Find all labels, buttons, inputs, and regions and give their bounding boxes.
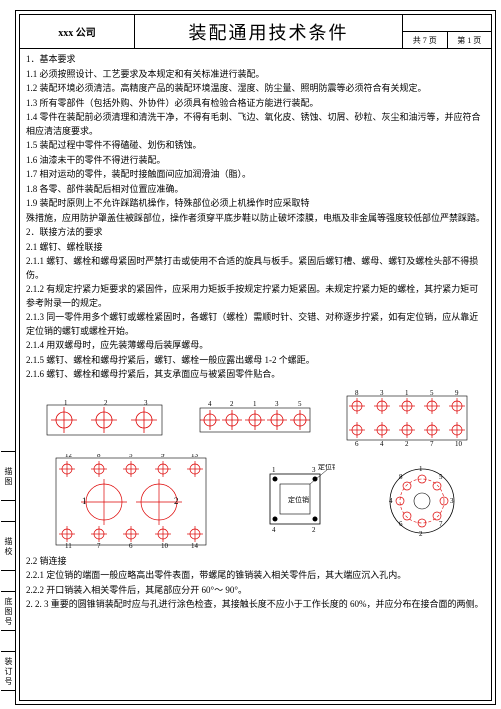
svg-text:2: 2 (312, 526, 316, 534)
side-label-b: 描 校 (1, 521, 16, 571)
svg-text:2: 2 (104, 399, 108, 407)
svg-text:9: 9 (455, 389, 459, 397)
svg-text:2: 2 (230, 400, 234, 408)
pin-label: 定位销 (288, 495, 309, 504)
svg-text:6: 6 (129, 542, 133, 549)
clause-1-2: 1.2 装配环境必须清洁。高精度产品的装配环境温度、湿度、防尘量、照明防震等必须… (26, 82, 485, 96)
clause-2-1: 2.1 螺钉、螺栓联接 (26, 241, 485, 255)
svg-text:8: 8 (355, 389, 359, 397)
svg-text:1: 1 (272, 466, 276, 474)
company-name: xxx 公司 (20, 15, 135, 48)
svg-text:10: 10 (455, 440, 463, 448)
svg-text:14: 14 (191, 542, 199, 549)
svg-text:3: 3 (312, 466, 316, 474)
clause-2-2-1: 2.2.1 定位销的端面一般应略高出零件表面，带螺尾的锥销装入相关零件后，其大端… (26, 569, 485, 583)
clause-1-4: 1.4 零件在装配前必须清理和清洗干净，不得有毛刺、飞边、氧化皮、锈蚀、切屑、砂… (26, 111, 485, 138)
clause-1-1: 1.1 必须按照设计、工艺要求及本规定和有关标准进行装配。 (26, 68, 485, 82)
side-label-c: 底 图 号 (1, 591, 16, 631)
svg-text:6: 6 (355, 440, 359, 448)
svg-text:2: 2 (405, 440, 409, 448)
svg-text:7: 7 (97, 542, 101, 549)
svg-text:5: 5 (298, 400, 302, 408)
svg-text:8: 8 (399, 473, 403, 481)
svg-text:4: 4 (208, 400, 212, 408)
clause-1-5: 1.5 装配过程中零件不得磕碰、划伤和锈蚀。 (26, 139, 485, 153)
figure-row-1: 1 2 3 4 2 1 3 5 (26, 388, 485, 448)
side-margin: 描 图 描 校 底 图 号 装 订 号 (1, 11, 16, 706)
clause-2-1-6: 2.1.6 螺钉、螺栓和螺母拧紧后，其支承面应与被紧固零件贴合。 (26, 368, 485, 382)
clause-1-8: 1.8 各零、部件装配后相对位置应准确。 (26, 183, 485, 197)
side-label-a: 描 图 (1, 451, 16, 501)
document-body: 1．基本要求 1.1 必须按照设计、工艺要求及本规定和有关标准进行装配。 1.2… (20, 49, 491, 617)
clause-1-6: 1.6 油漆未干的零件不得进行装配。 (26, 154, 485, 168)
svg-text:2: 2 (419, 530, 423, 538)
clause-2-1-4: 2.1.4 用双螺母时，应先装薄螺母后装厚螺母。 (26, 339, 485, 353)
svg-text:1: 1 (405, 389, 409, 397)
svg-text:5: 5 (430, 389, 434, 397)
clause-1-3: 1.3 所有零部件（包括外购、外协件）必须具有检验合格证方能进行装配。 (26, 97, 485, 111)
clause-1-9b: 殊措施，应用防护罩盖住被踩部位，操作者须穿平底步鞋以防止破坏漆膜，电瓶及非金属等… (26, 212, 485, 226)
bolt-pattern-square: 1 3 4 2 定位销 定位销 (260, 464, 335, 539)
svg-text:9: 9 (161, 454, 165, 459)
clause-2-2-2: 2.2.2 开口销装入相关零件后，其尾部应分开 60°～ 90°。 (26, 584, 485, 598)
doc-title: 装配通用技术条件 (135, 15, 403, 48)
svg-text:6: 6 (399, 520, 403, 528)
bolt-pattern-large: 1285913 12 11761014 (49, 454, 214, 549)
svg-text:4: 4 (380, 440, 384, 448)
clause-2-1-1: 2.1.1 螺钉、螺栓和螺母紧固时严禁打击或使用不合适的旋具与板手。紧固后螺钉槽… (26, 255, 485, 282)
section-2: 2．联接方法的要求 (26, 226, 485, 240)
svg-text:5: 5 (129, 454, 133, 459)
svg-text:1: 1 (253, 400, 257, 408)
svg-text:1: 1 (419, 465, 423, 473)
figure-row-2: 1285913 12 11761014 13 42 定位销 (26, 454, 485, 549)
svg-text:8: 8 (97, 454, 101, 459)
svg-text:12: 12 (65, 454, 73, 459)
svg-text:5: 5 (439, 473, 443, 481)
svg-text:4: 4 (389, 497, 393, 505)
svg-text:3: 3 (450, 497, 454, 505)
svg-text:13: 13 (191, 454, 199, 459)
svg-text:3: 3 (144, 399, 148, 407)
header: xxx 公司 装配通用技术条件 共 7 页 第 1 页 (20, 15, 491, 49)
svg-text:10: 10 (161, 542, 169, 549)
bolt-pattern-5x1: 4 2 1 3 5 (195, 395, 315, 440)
clause-2-2: 2.2 销连接 (26, 555, 485, 569)
page-number: 第 1 页 (448, 32, 492, 48)
bolt-pattern-flange: 1 5 3 7 2 6 4 8 (382, 461, 462, 541)
side-label-d: 装 订 号 (1, 651, 16, 691)
svg-text:7: 7 (430, 440, 434, 448)
clause-1-9: 1.9 装配时原则上不允许踩踏机操作，特殊部位必须上机操作时应采取特 (26, 197, 485, 211)
svg-text:11: 11 (65, 542, 72, 549)
svg-text:7: 7 (439, 520, 443, 528)
clause-2-1-5: 2.1.5 螺钉、螺栓和螺母拧紧后，螺钉、螺栓一般应露出螺母 1-2 个螺距。 (26, 354, 485, 368)
svg-text:2: 2 (174, 496, 179, 506)
clause-1-7: 1.7 相对运动的零件，装配时接触面间应加润滑油（脂）。 (26, 168, 485, 182)
svg-text:3: 3 (275, 400, 279, 408)
bolt-pattern-2x5: 8 3 1 5 9 6 4 2 7 10 (342, 388, 472, 448)
clause-2-1-3: 2.1.3 同一零件用多个螺钉或螺栓紧固时，各螺钉（螺栓）需顺时针、交错、对称逐… (26, 311, 485, 338)
svg-text:1: 1 (82, 496, 87, 506)
svg-text:定位销: 定位销 (318, 464, 335, 471)
total-pages: 共 7 页 (403, 32, 448, 48)
svg-text:3: 3 (380, 389, 384, 397)
svg-text:1: 1 (64, 399, 68, 407)
bolt-pattern-3x1: 1 2 3 (39, 395, 169, 440)
section-1: 1．基本要求 (26, 53, 485, 67)
clause-2-1-2: 2.1.2 有规定拧紧力矩要求的紧固件，应采用力矩扳手按规定拧紧力矩紧固。未规定… (26, 283, 485, 310)
clause-2-2-3: 2. 2. 3 重要的圆锥销装配时应与孔进行涂色检查，其接触长度不应小于工作长度… (26, 598, 485, 612)
svg-text:4: 4 (272, 526, 276, 534)
